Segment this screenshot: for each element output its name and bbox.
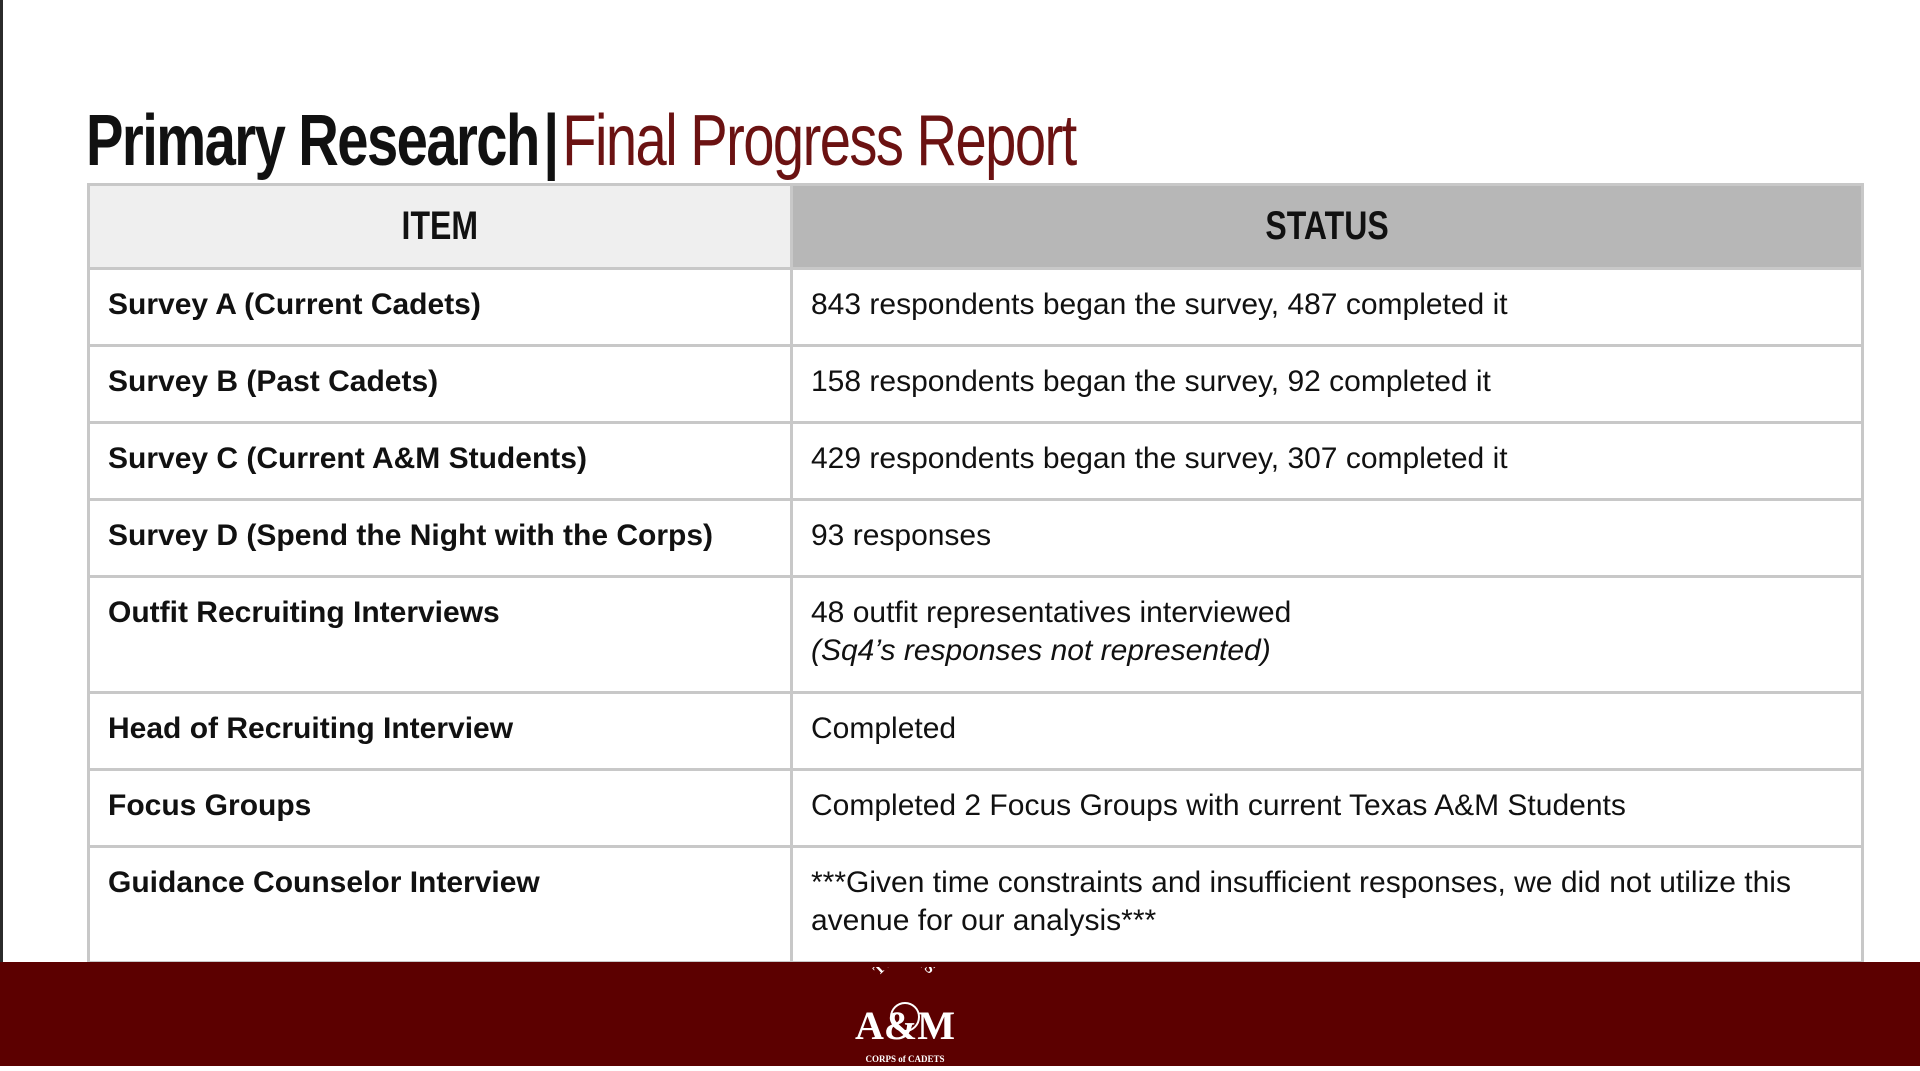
status-cell: ***Given time constraints and insufficie… [790,845,1864,964]
status-cell: 843 respondents began the survey, 487 co… [790,267,1864,347]
slide-left-edge [0,0,3,962]
table-row: Survey C (Current A&M Students) 429 resp… [87,421,1864,501]
title-secondary: Final Progress Report [562,101,1077,181]
slide-title: Primary Research|Final Progress Report [86,100,1077,182]
item-cell: Guidance Counselor Interview [87,845,793,964]
item-cell: Survey B (Past Cadets) [87,344,793,424]
table-header-row: ITEM STATUS [87,183,1864,270]
texas-am-corps-of-cadets-logo-icon: TEXAS A&M CORPS of CADETS [855,951,955,1066]
progress-table: ITEM STATUS Survey A (Current Cadets) 84… [87,183,1864,964]
status-cell: 158 respondents began the survey, 92 com… [790,344,1864,424]
table-row: Guidance Counselor Interview ***Given ti… [87,845,1864,964]
item-cell: Survey D (Spend the Night with the Corps… [87,498,793,578]
item-cell: Survey A (Current Cadets) [87,267,793,347]
header-item: ITEM [87,183,793,270]
status-cell: Completed [790,691,1864,771]
title-primary: Primary Research [86,101,540,181]
table-row: Survey A (Current Cadets) 843 respondent… [87,267,1864,347]
item-cell: Survey C (Current A&M Students) [87,421,793,501]
svg-text:A&M: A&M [855,1003,955,1048]
svg-text:TEXAS: TEXAS [871,967,940,979]
header-status: STATUS [790,183,1864,270]
item-cell: Focus Groups [87,768,793,848]
table-row: Survey D (Spend the Night with the Corps… [87,498,1864,578]
table-row: Head of Recruiting Interview Completed [87,691,1864,771]
footer-band: TEXAS A&M CORPS of CADETS [0,951,1920,1066]
status-cell: 93 responses [790,498,1864,578]
item-cell: Head of Recruiting Interview [87,691,793,771]
status-cell: 429 respondents began the survey, 307 co… [790,421,1864,501]
table-row: Focus Groups Completed 2 Focus Groups wi… [87,768,1864,848]
status-cell: 48 outfit representatives interviewed (S… [790,575,1864,694]
status-cell: Completed 2 Focus Groups with current Te… [790,768,1864,848]
status-note: (Sq4’s responses not represented) [811,634,1271,667]
svg-text:CORPS of CADETS: CORPS of CADETS [865,1054,944,1064]
table-row: Outfit Recruiting Interviews 48 outfit r… [87,575,1864,694]
status-text: 48 outfit representatives interviewed [811,596,1292,629]
item-cell: Outfit Recruiting Interviews [87,575,793,694]
table-row: Survey B (Past Cadets) 158 respondents b… [87,344,1864,424]
title-separator: | [543,101,559,181]
